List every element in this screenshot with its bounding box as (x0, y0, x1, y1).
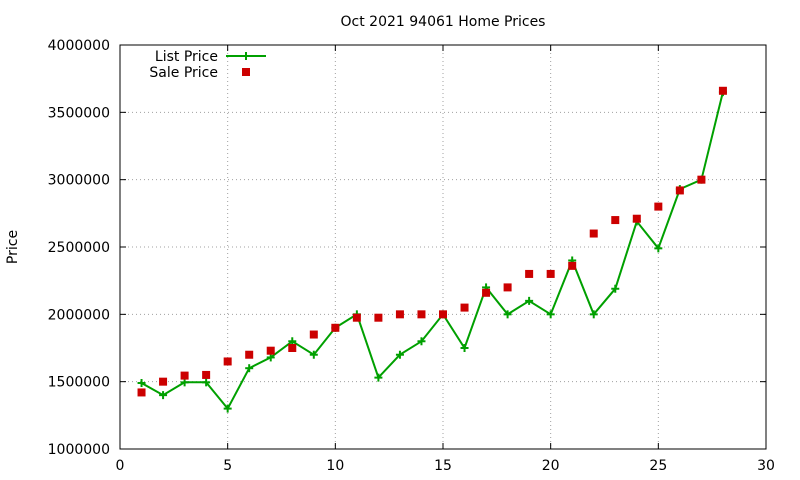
sale-price-point (288, 344, 297, 352)
sale-price-point (503, 283, 512, 292)
sale-price-point (223, 357, 232, 366)
grid-lines (120, 45, 766, 449)
sale-price-point (568, 261, 577, 270)
list-price-point (202, 378, 211, 387)
x-tick-label: 10 (326, 458, 344, 474)
x-tick-label: 25 (649, 458, 667, 474)
y-axis-label: Price (5, 230, 21, 264)
sale-price-point (611, 216, 620, 225)
list-price-point (460, 344, 469, 352)
y-tick-label: 1000000 (48, 442, 110, 458)
y-tick-label: 3500000 (48, 105, 110, 121)
list-price-point (503, 310, 512, 319)
y-tick-label: 4000000 (48, 38, 110, 54)
sale-price-point (374, 313, 383, 322)
x-tick-label: 15 (434, 458, 452, 474)
sale-price-point (202, 370, 211, 379)
sale-price-point (245, 350, 254, 359)
legend: List Price Sale Price (149, 49, 266, 81)
legend-label-list-price: List Price (155, 49, 218, 65)
sale-price-point (417, 310, 426, 319)
list-price-point (395, 350, 404, 359)
sale-price-point (718, 86, 727, 95)
list-price-point (180, 378, 189, 387)
list-price-point (525, 296, 534, 305)
sale-price-point (180, 371, 189, 380)
sale-price-point (589, 229, 598, 238)
y-tick-label: 1500000 (48, 375, 110, 391)
sale-price-point (675, 186, 684, 195)
chart-title: Oct 2021 94061 Home Prices (341, 14, 546, 30)
sale-price-point (546, 269, 555, 278)
legend-label-sale-price: Sale Price (149, 65, 218, 81)
list-price-point (417, 337, 426, 346)
sale-price-point (137, 388, 146, 397)
list-price-point (374, 373, 383, 382)
y-tick-label: 3000000 (48, 173, 110, 189)
series-layer (137, 86, 727, 413)
x-tick-label: 5 (223, 458, 232, 474)
x-tick-label: 0 (116, 458, 125, 474)
sale-price-point (352, 313, 361, 322)
x-tick-label: 30 (757, 458, 775, 474)
list-price-point (611, 284, 620, 293)
legend-plus-marker (242, 52, 250, 60)
list-price-point (137, 379, 146, 388)
plot-frame (119, 44, 767, 450)
sale-price-point (309, 330, 318, 339)
sale-price-point (525, 269, 534, 278)
sale-price-point (654, 202, 663, 211)
sale-price-point (331, 323, 340, 332)
list-price-point (288, 337, 297, 346)
sale-price-point (482, 288, 491, 297)
tick-labels: 0 5 10 15 20 25 30 1000000 1500000 2000000 2500000… (48, 38, 775, 474)
series-line-list-price (141, 91, 724, 411)
sale-price-point (159, 377, 168, 386)
sale-price-point (697, 175, 706, 184)
list-price-point (245, 364, 254, 373)
sale-price-point (266, 346, 275, 355)
list-price-point (546, 310, 555, 319)
sale-price-point (632, 214, 641, 223)
list-price-point (654, 244, 663, 253)
list-price-point (223, 404, 232, 413)
y-tick-label: 2500000 (48, 240, 110, 256)
list-price-point (309, 350, 318, 359)
sale-price-point (460, 303, 469, 312)
list-price-point (266, 353, 275, 362)
x-tick-label: 20 (542, 458, 560, 474)
y-tick-label: 2000000 (48, 307, 110, 323)
sale-price-point (439, 310, 447, 319)
list-price-point (589, 310, 598, 319)
legend-marker-sale-price (242, 68, 250, 76)
sale-price-point (395, 310, 404, 319)
legend-marker-list-price (242, 52, 250, 60)
list-price-point (159, 391, 168, 400)
